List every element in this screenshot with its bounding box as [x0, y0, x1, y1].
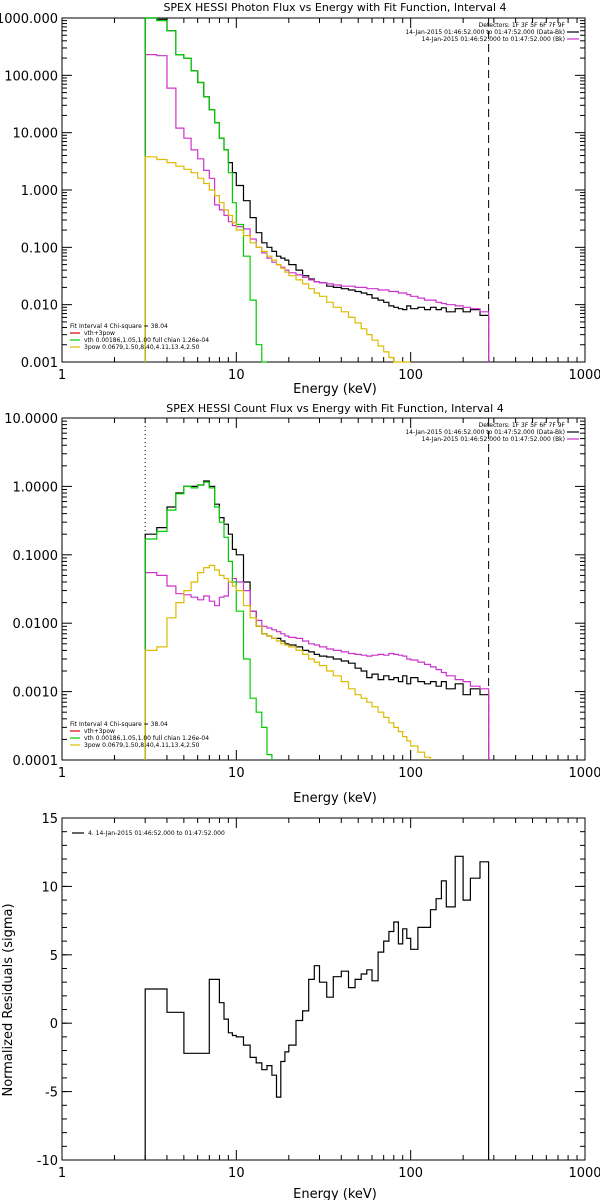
y-tick-label: 15 [41, 812, 58, 827]
x-tick-label: 10 [228, 766, 245, 781]
legend-topright-entry: Detectors: 1F 3F 5F 6F 7F 9F [479, 422, 566, 429]
count-flux-title: SPEX HESSI Count Flux vs Energy with Fit… [166, 402, 503, 415]
legend-topright-entry: 14-Jan-2015 01:46:52.000 to 01:47:52.000… [422, 436, 565, 443]
residuals-panel: Energy (keV) Normalized Residuals (sigma… [1, 812, 600, 1200]
y-tick-label: 1000.000 [0, 12, 58, 27]
y-tick-label: 1.0000 [13, 480, 59, 495]
x-tick-label: 10 [228, 1166, 245, 1181]
y-tick-label: 0.0100 [13, 617, 59, 632]
y-tick-label: 1.000 [21, 184, 58, 199]
y-tick-label: 0.001 [21, 356, 58, 371]
x-tick-label: 1 [58, 368, 66, 383]
series-3-line [144, 156, 411, 363]
legend-bottomleft-entry: 3pow 0.0679,1.50,8.40,4.11,13.4,2.50 [84, 344, 200, 351]
y-tick-label: 10.000 [13, 127, 59, 142]
y-tick-label: 10.0000 [4, 412, 58, 427]
count-flux-xlabel: Energy (keV) [293, 791, 377, 806]
legend-bottomleft-entry: vth+3pow [84, 330, 115, 337]
y-tick-label: 100.000 [4, 69, 58, 84]
x-tick-label: 1 [58, 766, 66, 781]
photon-flux-title: SPEX HESSI Photon Flux vs Energy with Fi… [163, 1, 506, 14]
legend-bottomleft-entry: Fit Interval 4 Chi-square = 38.04 [70, 323, 168, 330]
plot-frame [61, 817, 586, 1161]
y-tick-label: 0.0010 [13, 686, 59, 701]
legend-topright-entry: Detectors: 1F 3F 5F 6F 7F 9F [479, 22, 566, 29]
y-tick-label: 5 [50, 949, 58, 964]
legend-topright-entry: 14-Jan-2015 01:46:52.000 to 01:47:52.000… [405, 429, 565, 436]
x-tick-label: 1000 [568, 766, 600, 781]
y-tick-label: 0.1000 [13, 549, 59, 564]
legend-topright-entry: 14-Jan-2015 01:46:52.000 to 01:47:52.000… [405, 29, 565, 36]
y-tick-label: 0 [50, 1017, 58, 1032]
y-tick-label: 0.0001 [13, 754, 59, 769]
series-0-line [144, 855, 490, 1160]
legend-bottomleft-entry: 3pow 0.0679,1.50,8.40,4.11,13.4,2.50 [84, 742, 200, 749]
y-tick-label: 0.100 [21, 241, 58, 256]
x-tick-label: 10 [228, 368, 245, 383]
series-2-line [144, 481, 273, 760]
series-1-line [144, 54, 490, 362]
residuals-ylabel: Normalized Residuals (sigma) [1, 903, 16, 1096]
legend-topright-entry: 14-Jan-2015 01:46:52.000 to 01:47:52.000… [422, 36, 565, 43]
series-3-line [144, 564, 432, 760]
x-tick-label: 100 [398, 368, 423, 383]
x-tick-label: 1000 [568, 1166, 600, 1181]
x-tick-label: 100 [398, 766, 423, 781]
y-tick-label: 0.010 [21, 299, 58, 314]
y-tick-label: 10 [41, 880, 58, 895]
series-2-line [144, 17, 267, 363]
count-flux-panel: SPEX HESSI Count Flux vs Energy with Fit… [4, 402, 600, 806]
x-tick-label: 1000 [568, 368, 600, 383]
x-tick-label: 100 [398, 1166, 423, 1181]
plot-frame [61, 417, 586, 761]
photon-flux-xlabel: Energy (keV) [293, 382, 377, 397]
photon-flux-panel: SPEX HESSI Photon Flux vs Energy with Fi… [0, 1, 600, 397]
y-tick-label: -5 [45, 1086, 58, 1101]
x-tick-label: 1 [58, 1166, 66, 1181]
y-tick-label: -10 [37, 1154, 58, 1169]
series-0-line [144, 480, 490, 760]
legend-topleft-entry: 4. 14-Jan-2015 01:46:52.000 to 01:47:52.… [88, 830, 225, 837]
legend-bottomleft-entry: Fit Interval 4 Chi-square = 38.04 [70, 721, 168, 728]
legend-bottomleft-entry: vth+3pow [84, 728, 115, 735]
residuals-xlabel: Energy (keV) [293, 1187, 377, 1200]
legend-bottomleft-entry: vth 0.00186,1.05,1.00 full chian 1.26e-0… [84, 735, 209, 742]
legend-bottomleft-entry: vth 0.00186,1.05,1.00 full chian 1.26e-0… [84, 337, 209, 344]
series-1-line [144, 572, 490, 760]
